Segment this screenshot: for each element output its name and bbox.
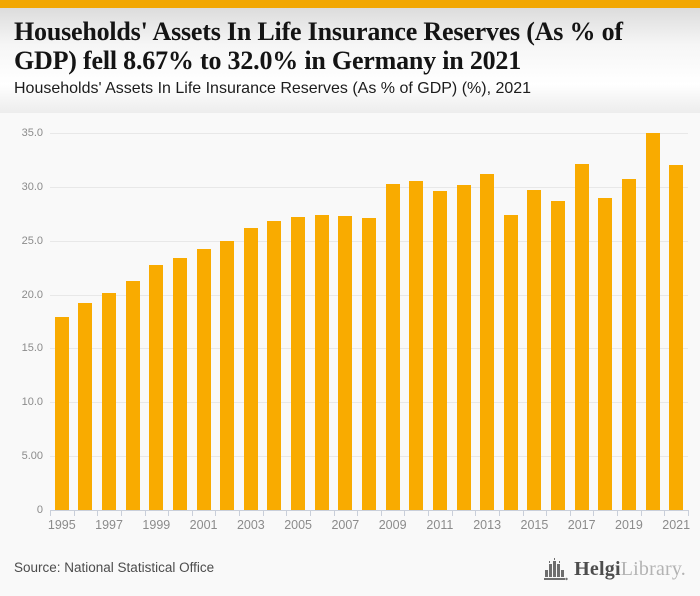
bar-2020	[645, 133, 660, 510]
x-axis-tick	[97, 511, 99, 516]
bar-2012	[456, 184, 471, 510]
gridline	[50, 133, 688, 134]
x-axis-tick-label: 1997	[95, 518, 123, 532]
x-axis-tick	[144, 511, 146, 516]
x-axis-tick	[593, 511, 595, 516]
bar-2010	[409, 181, 424, 510]
bar-2006	[314, 214, 329, 510]
y-axis-tick-label: 20.0	[21, 288, 43, 301]
x-axis-tick	[286, 511, 288, 516]
x-axis-tick	[262, 511, 264, 516]
bar-2011	[432, 191, 447, 510]
brand-accent-top-strip	[0, 0, 700, 8]
x-axis-tick-label: 2003	[236, 518, 265, 532]
x-axis-tick	[191, 511, 193, 516]
bar-2017	[574, 164, 589, 510]
bar-2008	[362, 218, 376, 510]
x-axis-tick	[688, 511, 689, 516]
bar-2013	[480, 173, 495, 510]
bar-2016	[551, 200, 566, 510]
x-axis-tick-label: 1995	[47, 518, 76, 532]
page-subtitle: Households' Assets In Life Insurance Res…	[14, 80, 532, 98]
x-axis-tick	[428, 511, 430, 516]
y-axis-tick-label: 10.0	[21, 396, 43, 409]
bar-2004	[267, 221, 282, 510]
logo-text-primary: Helgi	[574, 557, 621, 580]
y-axis-tick-label: 35.0	[21, 127, 43, 139]
x-axis-tick	[404, 511, 406, 516]
x-axis-tick	[569, 511, 571, 516]
x-axis-tick	[239, 511, 241, 516]
x-axis-line	[50, 510, 689, 511]
bar-2018	[598, 197, 613, 510]
x-axis-tick-label: 2009	[378, 518, 407, 532]
bar-2009	[385, 183, 400, 510]
helgi-library-logo[interactable]: HelgiLibrary.	[544, 554, 686, 584]
y-axis-tick-label: 30.0	[21, 180, 43, 193]
x-axis-tick	[333, 511, 335, 516]
logo-wordmark: HelgiLibrary.	[574, 558, 686, 581]
x-axis-tick-label: 2021	[662, 518, 691, 532]
logo-text-secondary: Library.	[620, 557, 686, 580]
bar-2015	[527, 190, 542, 510]
gridline	[50, 186, 688, 188]
x-axis-tick-label: 1999	[142, 518, 171, 532]
bar-2000	[172, 257, 187, 510]
page-title: Households' Assets In Life Insurance Res…	[14, 17, 623, 76]
y-axis-tick-label: 15.0	[21, 342, 43, 355]
footer: Source: National Statistical Office Helg…	[0, 540, 700, 596]
bar-2003	[243, 227, 258, 510]
x-axis-tick-label: 2019	[615, 518, 643, 532]
x-axis-tick	[73, 511, 75, 516]
source-attribution: Source: National Statistical Office	[14, 560, 215, 575]
y-axis-tick-label: 0	[36, 504, 43, 516]
x-axis-tick	[664, 511, 666, 516]
bar-1996	[78, 303, 93, 510]
y-axis-tick-label: 5.00	[21, 450, 43, 463]
x-axis-tick	[120, 511, 122, 516]
bar-2021	[669, 165, 684, 510]
x-axis-tick	[451, 511, 453, 516]
x-axis-tick-label: 2001	[189, 518, 218, 532]
x-axis-tick	[380, 511, 382, 516]
x-axis-tick	[617, 511, 619, 516]
x-axis-tick-label: 2015	[520, 518, 549, 532]
bar-chart-logo-icon	[544, 557, 570, 581]
x-axis-tick-label: 2005	[284, 518, 313, 532]
x-axis-tick	[522, 511, 524, 516]
x-axis-tick	[640, 511, 642, 516]
x-axis-tick	[475, 511, 477, 516]
bar-2005	[291, 217, 306, 510]
bar-2007	[338, 215, 353, 510]
bar-2019	[621, 179, 636, 510]
x-axis-tick	[50, 511, 51, 516]
chart-header: Households' Assets In Life Insurance Res…	[0, 8, 700, 114]
x-axis-tick	[168, 511, 170, 516]
x-axis-tick-label: 2007	[331, 518, 360, 532]
bar-1999	[149, 265, 164, 510]
x-axis-tick	[309, 511, 311, 516]
x-axis-tick-label: 2011	[426, 518, 454, 532]
x-axis-tick-label: 2017	[567, 518, 596, 532]
bar-2001	[196, 249, 211, 510]
bar-2014	[503, 214, 518, 510]
y-axis-tick-label: 25.0	[21, 234, 43, 247]
x-axis-tick	[546, 511, 548, 516]
x-axis-tick	[215, 511, 217, 516]
plot-area: 0 5.00 10.0 15.0 20.0 25.0 30.0 35.0 1995 1997 199…	[0, 113, 700, 540]
x-axis-tick	[498, 511, 500, 516]
x-axis-tick	[357, 511, 359, 516]
bar-1995	[54, 317, 69, 510]
bar-1997	[102, 293, 117, 510]
x-axis-tick-label: 2013	[473, 518, 502, 532]
bar-2002	[220, 240, 235, 510]
bar-1998	[125, 280, 140, 510]
